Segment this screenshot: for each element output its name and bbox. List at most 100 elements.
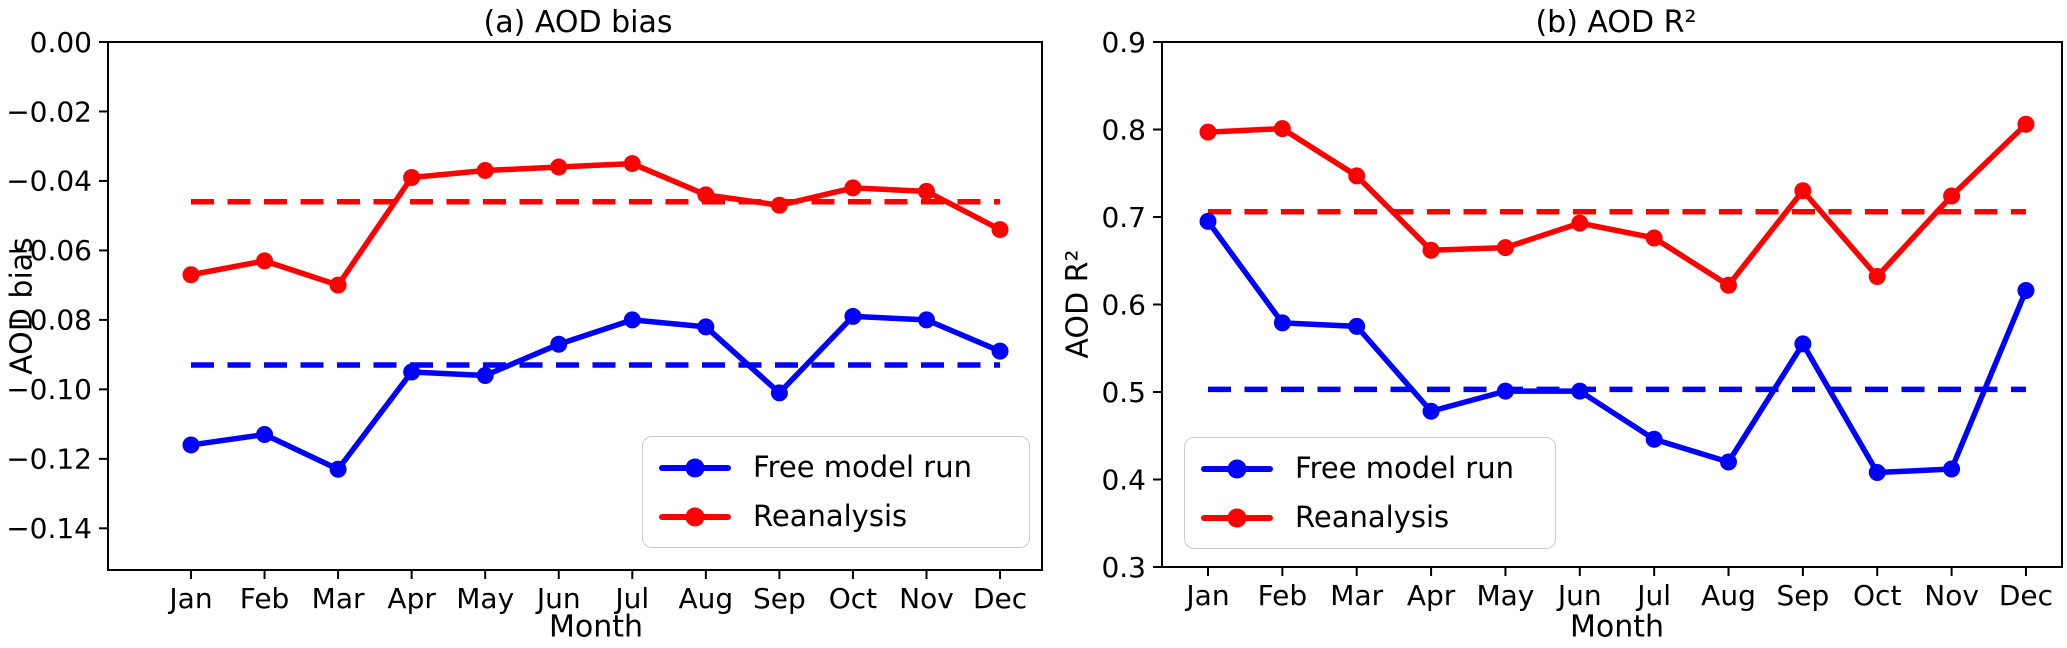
- legend-item-free-model-run: Free model run: [1201, 454, 1539, 483]
- x-tick-label: May: [1476, 579, 1534, 612]
- y-tick-label: 0.6: [1101, 288, 1146, 321]
- data-point-marker: [1273, 314, 1291, 332]
- y-tick-label: 0.8: [1101, 113, 1146, 146]
- free-model-run-line-marker-icon: [659, 457, 731, 479]
- legend-item-reanalysis: Reanalysis: [659, 502, 1013, 531]
- legend-item-free-model-run: Free model run: [659, 453, 1013, 482]
- data-point-marker: [697, 186, 715, 204]
- x-tick-label: Sep: [1776, 579, 1829, 612]
- panel-b-x-axis-label: Month: [1569, 609, 1665, 645]
- y-tick-label: −0.02: [6, 95, 92, 128]
- series-line: [188, 313, 1003, 473]
- data-point-marker: [1422, 241, 1440, 259]
- x-tick-label: May: [456, 582, 514, 615]
- x-tick-label: Jan: [167, 582, 212, 615]
- data-point-marker: [1794, 335, 1812, 353]
- legend-label: Free model run: [753, 450, 972, 484]
- x-tick-label: Mar: [1330, 579, 1383, 612]
- data-point-marker: [1868, 464, 1886, 481]
- data-point-marker: [2017, 282, 2035, 299]
- data-point-marker: [182, 266, 200, 284]
- data-point-marker: [1496, 239, 1514, 257]
- data-point-marker: [623, 155, 641, 173]
- y-tick-label: −0.08: [6, 304, 92, 337]
- x-tick-label: Oct: [1853, 579, 1901, 612]
- data-point-marker: [844, 179, 862, 197]
- data-point-marker: [476, 162, 494, 180]
- y-tick-label: 0.7: [1101, 201, 1146, 234]
- panel-a-legend: Free model run Reanalysis: [642, 436, 1030, 548]
- x-tick-label: Nov: [899, 582, 954, 615]
- data-point-marker: [1496, 382, 1514, 400]
- x-tick-label: Oct: [829, 582, 877, 615]
- x-tick-label: Aug: [679, 582, 734, 615]
- y-tick-label: 0.4: [1101, 463, 1146, 496]
- y-tick-label: 0.9: [1101, 26, 1146, 59]
- y-tick-label: 0.00: [30, 26, 92, 59]
- reanalysis-line-marker-icon: [1201, 507, 1273, 529]
- data-point-marker: [1199, 212, 1217, 230]
- data-point-marker: [1348, 317, 1366, 335]
- x-tick-label: Nov: [1924, 579, 1979, 612]
- panel-frame: [107, 41, 1043, 571]
- x-tick-label: Jun: [535, 582, 581, 615]
- data-point-marker: [1571, 214, 1589, 232]
- data-point-marker: [1943, 187, 1961, 205]
- series-line: [188, 160, 1003, 288]
- panel-a-y-axis-label: AOD bias: [4, 237, 40, 375]
- y-tick-label: −0.04: [6, 165, 92, 198]
- x-tick-label: Sep: [753, 582, 806, 615]
- legend-label: Free model run: [1295, 451, 1514, 485]
- data-point-marker: [403, 168, 421, 186]
- data-point-marker: [1199, 123, 1217, 141]
- reanalysis-line-marker-icon: [659, 506, 731, 528]
- data-point-marker: [2017, 115, 2035, 133]
- legend-item-reanalysis: Reanalysis: [1201, 503, 1539, 532]
- panel-b-y-axis-label: AOD R²: [1060, 249, 1096, 359]
- x-tick-label: Apr: [1407, 579, 1456, 612]
- data-point-marker: [1645, 229, 1663, 247]
- data-point-marker: [1645, 430, 1663, 448]
- y-tick-label: −0.12: [6, 443, 92, 476]
- data-point-marker: [1794, 182, 1812, 200]
- y-tick-label: −0.14: [6, 512, 92, 545]
- data-point-marker: [476, 366, 494, 384]
- data-point-marker: [329, 276, 347, 294]
- y-tick-label: 0.3: [1101, 551, 1146, 584]
- x-tick-label: Jul: [613, 582, 649, 615]
- x-tick-label: Apr: [387, 582, 436, 615]
- data-point-marker: [1943, 460, 1961, 478]
- y-tick-label: −0.06: [6, 234, 92, 267]
- data-point-marker: [1273, 120, 1291, 138]
- series-line: [1205, 121, 2029, 288]
- data-point-marker: [182, 436, 200, 454]
- y-tick-label: −0.10: [6, 373, 92, 406]
- data-point-marker: [1348, 167, 1366, 185]
- data-point-marker: [623, 311, 641, 329]
- x-tick-label: Jan: [1184, 579, 1229, 612]
- x-tick-label: Aug: [1701, 579, 1756, 612]
- data-point-marker: [1720, 276, 1738, 294]
- x-tick-label: Dec: [973, 582, 1027, 615]
- data-point-marker: [697, 318, 715, 336]
- x-tick-label: Feb: [240, 582, 290, 615]
- data-point-marker: [256, 252, 274, 270]
- x-tick-label: Jul: [1635, 579, 1671, 612]
- panel-a-title: (a) AOD bias: [483, 5, 673, 40]
- data-point-marker: [256, 426, 274, 444]
- data-point-marker: [844, 307, 862, 325]
- data-point-marker: [1868, 268, 1886, 285]
- x-tick-label: Jun: [1556, 579, 1602, 612]
- data-point-marker: [550, 335, 568, 353]
- legend-label: Reanalysis: [1295, 500, 1450, 534]
- panel-b-title: (b) AOD R²: [1535, 5, 1697, 40]
- free-model-run-line-marker-icon: [1201, 458, 1273, 480]
- data-point-marker: [918, 311, 935, 329]
- data-point-marker: [403, 363, 421, 381]
- data-point-marker: [1720, 453, 1738, 471]
- data-point-marker: [991, 221, 1009, 239]
- data-point-marker: [550, 158, 568, 176]
- data-point-marker: [770, 384, 788, 402]
